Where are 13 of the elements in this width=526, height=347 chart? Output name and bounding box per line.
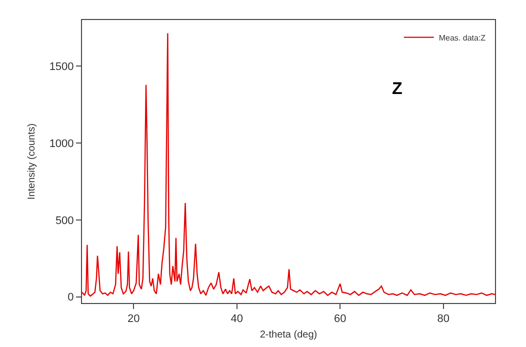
x-tick-label: 40	[230, 313, 244, 326]
y-tick-label: 1000	[49, 138, 74, 150]
legend-label: Meas. data:Z	[438, 33, 486, 42]
x-tick-label: 80	[437, 313, 450, 326]
y-tick-label: 0	[68, 292, 74, 304]
y-tick-label: 500	[55, 214, 74, 227]
x-tick-label: 20	[128, 313, 140, 326]
x-tick-label: 60	[334, 313, 346, 326]
x-axis-title: 2-theta (deg)	[260, 330, 318, 341]
annotation: Z	[392, 79, 402, 98]
line-series	[82, 32, 495, 297]
y-axis-title: Intensity (counts)	[26, 123, 38, 200]
y-tick-label: 1500	[49, 60, 74, 73]
